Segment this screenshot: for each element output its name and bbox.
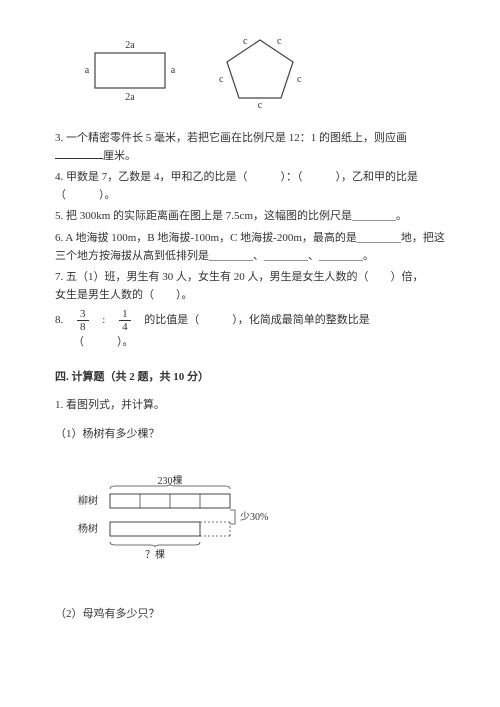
question-8: 8. 3 8 : 1 4 的比值是（ ），化简成最简单的整数比是 （ ）。 <box>55 308 445 351</box>
q7-line1: 7. 五（1）班，男生有 30 人，女生有 20 人，男生是女生人数的（ ）倍， <box>55 271 424 283</box>
q7-line2: 女生是男生人数的（ ）。 <box>55 289 193 301</box>
problem-1: 1. 看图列式，并计算。 <box>55 397 445 415</box>
rect-left-label: a <box>85 65 90 76</box>
q8-prefix: 8. <box>55 314 74 326</box>
q8-frac1-den: 8 <box>77 321 89 333</box>
q8-text-a: 的比值是（ ），化简成最简单的整数比是 <box>133 314 370 326</box>
pentagon-label-4: c <box>258 100 263 110</box>
tree-row1-label: 柳树 <box>78 494 98 507</box>
q8-frac2-num: 1 <box>119 308 131 321</box>
pentagon-label-5: c <box>219 74 224 85</box>
q3-blank <box>55 158 103 159</box>
tree-less-label: 少30% <box>240 511 268 523</box>
problem-1-1: （1）杨树有多少棵？ <box>55 426 445 444</box>
section-4-title: 四. 计算题（共 2 题，共 10 分） <box>55 369 445 387</box>
pentagon-diagram: c c c c c <box>215 30 305 110</box>
rect-top-label: 2a <box>125 40 135 51</box>
pentagon-label-2: c <box>277 36 282 47</box>
rect-bottom-label: 2a <box>125 92 135 103</box>
tree-bottom-label: ？棵 <box>145 548 165 561</box>
question-4: 4. 甲数是 7，乙数是 4，甲和乙的比是（ ）：（ ），乙和甲的比是 （ ）。 <box>55 169 445 204</box>
problem-1-2: （2）母鸡有多少只？ <box>55 606 445 624</box>
q6-line2: 三个地方按海拔从高到低排列是________、________、________… <box>55 250 374 262</box>
rectangle-diagram: 2a 2a a a <box>75 35 185 105</box>
rect-right-label: a <box>171 65 176 76</box>
question-5: 5. 把 300km 的实际距离画在图上是 7.5cm，这幅图的比例尺是____… <box>55 208 445 226</box>
q4-line2: （ ）。 <box>55 189 116 201</box>
pentagon-label-3: c <box>297 74 302 85</box>
q8-frac1: 3 8 <box>77 308 89 333</box>
q5-text: 5. 把 300km 的实际距离画在图上是 7.5cm，这幅图的比例尺是____… <box>55 210 407 222</box>
q6-line1: 6. A 地海拔 100m，B 地海拔-100m，C 地海拔-200m，最高的是… <box>55 232 445 244</box>
q8-mid: : <box>91 314 116 326</box>
q8-frac2: 1 4 <box>119 308 131 333</box>
shape-diagrams: 2a 2a a a c c c c c <box>75 30 445 110</box>
q3-line1: 3. 一个精密零件长 5 毫米，若把它画在比例尺是 12：1 的图纸上，则应画 <box>55 132 407 144</box>
question-6: 6. A 地海拔 100m，B 地海拔-100m，C 地海拔-200m，最高的是… <box>55 230 445 265</box>
q3-line2: 厘米。 <box>103 150 136 162</box>
question-3: 3. 一个精密零件长 5 毫米，若把它画在比例尺是 12：1 的图纸上，则应画 … <box>55 130 445 165</box>
q8-frac2-den: 4 <box>119 321 131 333</box>
q8-frac1-num: 3 <box>77 308 89 321</box>
tree-bar-diagram: 230棵 柳树 少30% 杨树 ？棵 <box>75 474 445 571</box>
q4-line1: 4. 甲数是 7，乙数是 4，甲和乙的比是（ ）：（ ），乙和甲的比是 <box>55 171 418 183</box>
pentagon-label-1: c <box>243 36 248 47</box>
tree-row2-label: 杨树 <box>78 522 98 535</box>
q8-text-b: （ ）。 <box>73 336 134 348</box>
question-7: 7. 五（1）班，男生有 30 人，女生有 20 人，男生是女生人数的（ ）倍，… <box>55 269 445 304</box>
